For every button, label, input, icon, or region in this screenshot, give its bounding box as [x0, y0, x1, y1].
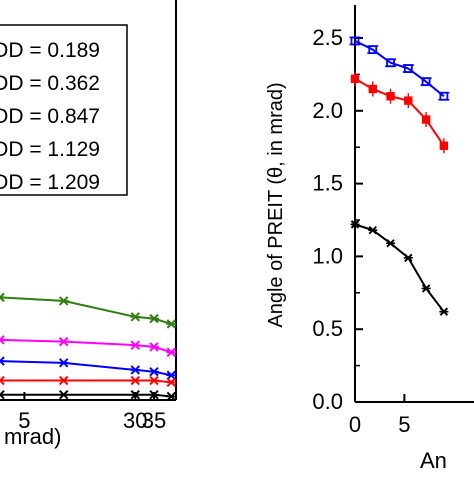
series-line	[354, 40, 445, 98]
series-line	[0, 296, 172, 325]
y-tick-label: 2.0	[312, 98, 343, 123]
legend-box	[0, 24, 128, 196]
y-tick-label: 0.0	[312, 389, 343, 414]
y-tick-label: 1.5	[312, 171, 343, 196]
series-line	[354, 223, 445, 313]
left-series-group	[0, 292, 177, 402]
right-y-axis-label: Angle of PREIT (θ, in mrad)	[265, 82, 287, 327]
legend-item: OD = 1.129	[0, 138, 100, 161]
series-line	[0, 379, 172, 384]
series-line	[0, 393, 172, 398]
legend: OD = 0.189 OD = 0.362 OD = 0.847 OD = 1.…	[0, 24, 128, 196]
x-tick-label: 5	[398, 412, 410, 437]
right-chart: 0.0 0.5 1.0 1.5 2.0 2.5 0 5 An Angle of PREIT (…	[265, 5, 474, 473]
series-line	[0, 338, 172, 354]
right-axis-ticks: 0.0 0.5 1.0 1.5 2.0 2.5 0 5	[312, 25, 410, 437]
legend-item: OD = 0.189	[0, 39, 100, 62]
right-series-group	[349, 36, 450, 316]
y-tick-label: 2.5	[312, 25, 343, 50]
x-tick-label: 30	[123, 408, 147, 433]
x-tick-label: 5	[18, 408, 30, 433]
series-line	[354, 77, 445, 147]
y-tick-label: 1.0	[312, 243, 343, 268]
legend-item: OD = 0.362	[0, 72, 100, 95]
x-tick-label: 0	[349, 412, 361, 437]
series-line	[0, 360, 172, 377]
right-x-axis-label: An	[420, 448, 447, 473]
legend-item: OD = 0.847	[0, 105, 100, 128]
x-tick-label: 35	[142, 408, 166, 433]
y-tick-label: 0.5	[312, 316, 343, 341]
legend-item: OD = 1.209	[0, 171, 100, 194]
left-x-axis-label: mrad)	[4, 424, 61, 449]
